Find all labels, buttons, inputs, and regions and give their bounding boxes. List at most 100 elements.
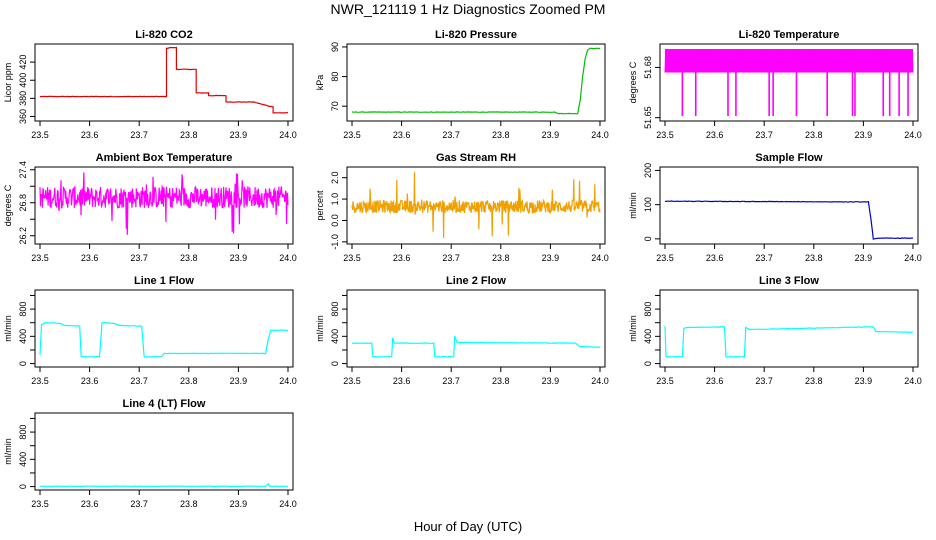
x-tick-label: 23.7 bbox=[755, 376, 773, 386]
x-tick-label: 24.0 bbox=[279, 130, 297, 140]
x-tick-label: 23.6 bbox=[706, 376, 724, 386]
x-tick-label: 23.9 bbox=[855, 376, 873, 386]
x-tick-label: 23.6 bbox=[81, 499, 99, 509]
panel-1: Li-820 CO2 23.5 23.6 23.7 23.8 23.9 24.0 360 380… bbox=[3, 29, 297, 140]
y-tick-label: 51.68 bbox=[643, 56, 653, 79]
x-tick-label: 24.0 bbox=[591, 376, 609, 386]
y-axis-label: ml/min bbox=[3, 438, 13, 465]
x-tick-label: 23.7 bbox=[442, 130, 460, 140]
panel-5: Gas Stream RH 23.5 23.6 23.7 23.8 23.9 24.0 -1.… bbox=[315, 152, 609, 263]
x-tick-label: 23.6 bbox=[81, 253, 99, 263]
panel-title: Li-820 Temperature bbox=[739, 29, 840, 41]
x-tick-label: 23.5 bbox=[343, 376, 361, 386]
series-band bbox=[665, 49, 913, 73]
x-tick-label: 23.8 bbox=[805, 253, 823, 263]
panel-title: Li-820 Pressure bbox=[435, 29, 517, 41]
x-axis-label: Hour of Day (UTC) bbox=[414, 519, 522, 534]
x-tick-label: 23.8 bbox=[492, 376, 510, 386]
y-axis-label: Licor ppm bbox=[3, 63, 13, 103]
y-axis-label: percent bbox=[315, 190, 325, 221]
x-tick-label: 24.0 bbox=[904, 253, 922, 263]
x-tick-label: 24.0 bbox=[279, 376, 297, 386]
panel-2: Li-820 Pressure 23.5 23.6 23.7 23.8 23.9 24.0 7… bbox=[315, 29, 609, 140]
y-tick-label: 0 bbox=[643, 236, 653, 241]
panel-title: Gas Stream RH bbox=[436, 152, 516, 164]
x-tick-label: 23.9 bbox=[542, 130, 560, 140]
plot-frame bbox=[34, 166, 294, 245]
x-tick-label: 23.9 bbox=[230, 499, 248, 509]
x-tick-label: 23.9 bbox=[230, 376, 248, 386]
panel-4: Ambient Box Temperature 23.5 23.6 23.7 23.8 2… bbox=[3, 152, 297, 263]
x-tick-label: 23.5 bbox=[343, 253, 361, 263]
y-tick-label: 0 bbox=[330, 361, 340, 366]
x-tick-label: 23.7 bbox=[755, 253, 773, 263]
y-axis-label: ml/min bbox=[628, 192, 638, 219]
x-tick-label: 23.9 bbox=[230, 253, 248, 263]
series-line bbox=[39, 482, 288, 488]
x-tick-label: 24.0 bbox=[591, 130, 609, 140]
y-axis-label: degrees C bbox=[3, 184, 13, 226]
y-axis-label: ml/min bbox=[3, 315, 13, 342]
y-axis-label: ml/min bbox=[315, 315, 325, 342]
x-tick-label: 23.5 bbox=[31, 376, 49, 386]
y-tick-label: 100 bbox=[643, 197, 653, 212]
y-tick-label: 80 bbox=[330, 72, 340, 82]
y-tick-label: 400 bbox=[18, 452, 28, 467]
y-tick-label: 360 bbox=[18, 109, 28, 124]
x-tick-label: 24.0 bbox=[904, 130, 922, 140]
figure-title: NWR_121119 1 Hz Diagnostics Zoomed PM bbox=[331, 1, 606, 17]
panel-title: Li-820 CO2 bbox=[135, 29, 192, 41]
x-tick-label: 23.8 bbox=[180, 130, 198, 140]
panel-title: Line 1 Flow bbox=[134, 275, 194, 287]
panel-3: Li-820 Temperature 23.5 23.6 23.7 23.8 23.9 24… bbox=[628, 29, 922, 140]
series-line bbox=[664, 48, 914, 73]
y-axis-label: degrees C bbox=[628, 61, 638, 103]
x-tick-label: 23.6 bbox=[393, 130, 411, 140]
y-axis-label: kPa bbox=[315, 75, 325, 91]
x-tick-label: 23.9 bbox=[855, 253, 873, 263]
y-tick-label: 420 bbox=[18, 55, 28, 70]
y-tick-label: 800 bbox=[330, 302, 340, 317]
x-tick-label: 23.7 bbox=[130, 499, 148, 509]
x-tick-label: 24.0 bbox=[591, 253, 609, 263]
x-tick-label: 23.6 bbox=[81, 130, 99, 140]
x-tick-label: 24.0 bbox=[279, 253, 297, 263]
x-tick-label: 23.7 bbox=[130, 253, 148, 263]
x-tick-label: 23.6 bbox=[393, 376, 411, 386]
series-line bbox=[351, 335, 601, 358]
y-tick-label: 26.8 bbox=[18, 194, 28, 212]
y-tick-label: 200 bbox=[643, 163, 653, 178]
panel-title: Line 2 Flow bbox=[446, 275, 506, 287]
x-tick-label: 23.8 bbox=[805, 130, 823, 140]
y-tick-label: -1.0 bbox=[330, 234, 340, 250]
x-tick-label: 23.7 bbox=[442, 376, 460, 386]
x-tick-label: 23.9 bbox=[542, 253, 560, 263]
y-tick-label: 400 bbox=[18, 73, 28, 88]
plot-frame bbox=[346, 166, 606, 245]
y-tick-label: 26.2 bbox=[18, 227, 28, 245]
panel-8: Line 2 Flow 23.5 23.6 23.7 23.8 23.9 24.0 0 400 8… bbox=[315, 275, 609, 386]
plot-frame bbox=[659, 43, 919, 122]
x-tick-label: 24.0 bbox=[904, 376, 922, 386]
plot-frame bbox=[659, 166, 919, 245]
series-line bbox=[39, 321, 289, 358]
panel-10: Line 4 (LT) Flow 23.5 23.6 23.7 23.8 23.9 24.0… bbox=[3, 398, 297, 509]
series-line bbox=[351, 172, 601, 239]
y-tick-label: 90 bbox=[330, 42, 340, 52]
y-tick-label: 0.0 bbox=[330, 214, 340, 227]
x-tick-label: 23.5 bbox=[31, 130, 49, 140]
x-tick-label: 23.9 bbox=[230, 130, 248, 140]
panel-title: Line 3 Flow bbox=[759, 275, 819, 287]
x-tick-label: 23.8 bbox=[492, 253, 510, 263]
x-tick-label: 23.5 bbox=[656, 376, 674, 386]
panel-7: Line 1 Flow 23.5 23.6 23.7 23.8 23.9 24.0 0 400 8… bbox=[3, 275, 297, 386]
x-tick-label: 23.9 bbox=[542, 376, 560, 386]
series-line bbox=[664, 200, 914, 240]
series-line bbox=[39, 172, 289, 235]
y-axis-label: ml/min bbox=[628, 315, 638, 342]
x-tick-label: 23.8 bbox=[180, 253, 198, 263]
series-line bbox=[39, 46, 289, 114]
x-tick-label: 23.5 bbox=[343, 130, 361, 140]
x-tick-label: 24.0 bbox=[279, 499, 297, 509]
